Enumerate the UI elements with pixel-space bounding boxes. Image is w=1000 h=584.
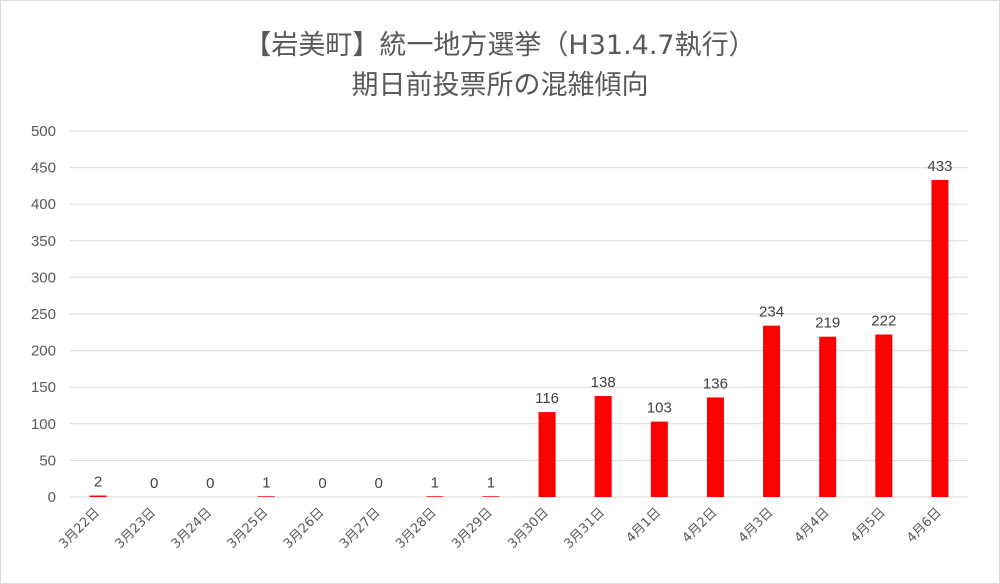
chart-title-line-1: 【岩美町】統一地方選挙（H31.4.7執行） — [244, 30, 756, 61]
x-tick-label: 3月26日 — [281, 505, 328, 552]
x-tick-label: 3月30日 — [505, 505, 552, 552]
y-tick-label: 350 — [31, 233, 56, 250]
y-tick-label: 500 — [31, 123, 56, 140]
y-tick-label: 150 — [31, 379, 56, 396]
data-label: 222 — [871, 312, 896, 329]
y-tick-label: 300 — [31, 269, 56, 286]
x-tick-label: 4月4日 — [792, 505, 833, 546]
bar — [819, 336, 837, 497]
y-tick-label: 400 — [31, 196, 56, 213]
bar — [875, 334, 893, 497]
data-label: 219 — [815, 315, 840, 332]
y-tick-label: 100 — [31, 416, 56, 433]
y-tick-label: 250 — [31, 306, 56, 323]
bar — [482, 496, 500, 497]
bar — [763, 325, 781, 497]
bar — [931, 180, 949, 497]
bar — [257, 496, 275, 497]
data-label: 234 — [759, 304, 784, 321]
data-label: 0 — [375, 475, 383, 492]
data-labels: 2 0 0 1 0 0 1 1 116 138 103 136 234 219 222 433 — [94, 158, 953, 492]
bar — [538, 412, 556, 497]
x-tick-label: 3月27日 — [337, 505, 384, 552]
x-tick-label: 4月5日 — [848, 505, 889, 546]
data-label: 136 — [703, 375, 728, 392]
gridlines — [70, 130, 968, 498]
data-label: 0 — [150, 475, 158, 492]
data-label: 1 — [431, 474, 439, 491]
bar — [650, 421, 668, 497]
chart-title: 【岩美町】統一地方選挙（H31.4.7執行） 期日前投票所の混雑傾向 — [0, 26, 1000, 106]
bar — [594, 395, 612, 497]
bar — [426, 496, 444, 497]
y-tick-label: 50 — [39, 452, 56, 469]
x-tick-label: 3月31日 — [561, 505, 608, 552]
y-tick-label: 200 — [31, 343, 56, 360]
bars — [89, 180, 949, 497]
data-label: 1 — [487, 474, 495, 491]
x-tick-label: 3月28日 — [393, 505, 440, 552]
data-label: 116 — [535, 390, 559, 407]
x-tick-label: 3月25日 — [225, 505, 272, 552]
y-tick-label: 0 — [48, 489, 56, 506]
data-label: 138 — [591, 374, 616, 391]
data-label: 0 — [318, 475, 326, 492]
x-tick-label: 3月22日 — [56, 505, 103, 552]
x-axis-tick-labels: 3月22日 3月23日 3月24日 3月25日 3月26日 3月27日 3月28日 3月29日… — [56, 505, 944, 552]
y-tick-label: 450 — [31, 160, 56, 177]
x-tick-label: 4月1日 — [623, 505, 664, 546]
x-tick-label: 3月29日 — [449, 505, 496, 552]
data-label: 433 — [927, 158, 952, 175]
data-label: 1 — [262, 474, 270, 491]
data-label: 0 — [206, 475, 214, 492]
bar — [706, 397, 724, 497]
x-tick-label: 4月6日 — [904, 505, 945, 546]
data-label: 103 — [647, 400, 672, 417]
x-tick-label: 3月23日 — [112, 505, 159, 552]
y-axis-tick-labels: 0 50 100 150 200 250 300 350 400 450 500 — [31, 123, 56, 506]
x-tick-label: 4月3日 — [736, 505, 777, 546]
x-tick-label: 4月2日 — [680, 505, 721, 546]
data-label: 2 — [94, 474, 102, 491]
chart-title-line-2: 期日前投票所の混雑傾向 — [351, 70, 649, 101]
bar — [89, 495, 107, 497]
x-tick-label: 3月24日 — [169, 505, 216, 552]
